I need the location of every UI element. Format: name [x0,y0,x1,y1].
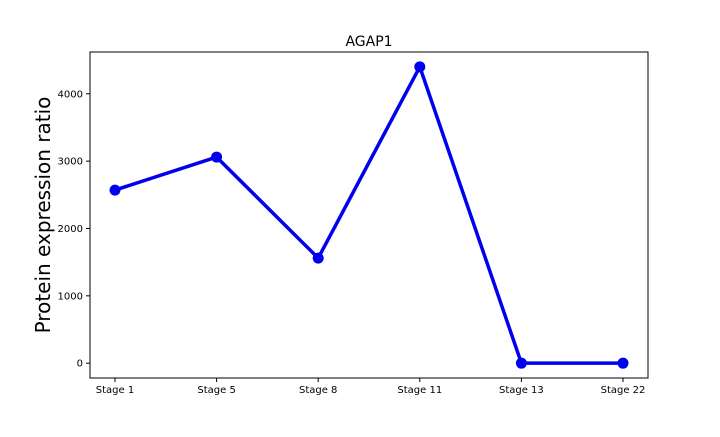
y-tick-label: 1000 [58,291,83,302]
plot-frame [89,51,649,379]
data-point [312,252,324,264]
x-tick-label: Stage 13 [499,385,544,396]
y-tick-label: 2000 [58,224,83,235]
data-point [414,61,426,73]
x-tick-label: Stage 22 [601,385,646,396]
data-point [109,184,121,196]
x-tick-label: Stage 8 [299,385,337,396]
y-tick-label: 4000 [58,89,83,100]
x-tick-label: Stage 5 [197,385,235,396]
x-tick-label: Stage 1 [96,385,134,396]
data-point [211,151,223,163]
y-tick-label: 3000 [58,157,83,168]
data-point [515,357,527,369]
data-point [617,357,629,369]
chart-title: AGAP1 [345,34,392,50]
y-tick-label: 0 [77,359,83,370]
x-tick-label: Stage 11 [397,385,442,396]
y-axis-label: Protein expression ratio [31,97,55,334]
series-line [114,65,623,365]
